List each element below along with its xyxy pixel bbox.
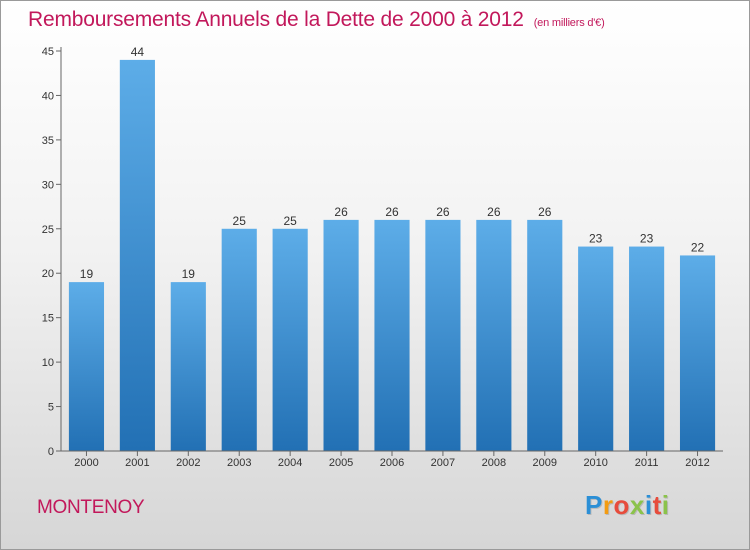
- data-label: 19: [182, 267, 196, 281]
- logo-letter: o: [613, 490, 630, 520]
- bar: [68, 282, 105, 451]
- y-tick-label: 0: [48, 446, 54, 458]
- bar: [527, 219, 563, 451]
- bar: [578, 246, 614, 451]
- y-tick-label: 30: [42, 179, 54, 191]
- bar: [170, 282, 206, 451]
- bar: [679, 255, 716, 451]
- y-tick-label: 35: [42, 135, 54, 147]
- data-label: 26: [385, 205, 399, 219]
- data-label: 26: [334, 205, 348, 219]
- chart-title: Remboursements Annuels de la Dette de 20…: [28, 8, 605, 32]
- x-tick-label: 2010: [583, 457, 607, 469]
- bar: [629, 246, 665, 451]
- x-tick-label: 2007: [431, 457, 455, 469]
- commune-name: MONTENOY: [37, 497, 145, 518]
- y-tick-label: 25: [42, 224, 54, 236]
- chart-subtitle: (en milliers d'€): [533, 17, 605, 29]
- bar: [221, 228, 257, 451]
- logo-letter: i: [661, 490, 670, 520]
- logo-letter: t: [652, 490, 662, 520]
- x-tick-label: 2011: [635, 457, 659, 469]
- y-tick-label: 15: [42, 313, 54, 325]
- bar: [476, 219, 512, 451]
- x-tick-label: 2009: [533, 457, 557, 469]
- y-tick-label: 5: [48, 402, 54, 414]
- y-tick-label: 40: [42, 90, 54, 102]
- data-label: 22: [691, 240, 705, 254]
- bar: [374, 219, 410, 451]
- x-tick-label: 2006: [380, 457, 404, 469]
- x-tick-label: 2005: [329, 457, 353, 469]
- x-tick-label: 2008: [482, 457, 506, 469]
- logo-letter: P: [585, 490, 603, 520]
- x-tick-label: 2004: [278, 457, 302, 469]
- axes-layer: 0 5 10 15 20 25 30 35 40 45 2000 2001 2002 2003 2004 20…: [42, 46, 723, 469]
- data-label: 44: [131, 45, 145, 59]
- data-label: 25: [283, 214, 297, 228]
- bars-layer: 19 44 19 25 25 26 26 26 26 26 23 23 22: [68, 45, 716, 452]
- x-tick-label: 2003: [227, 457, 251, 469]
- bar: [272, 228, 308, 451]
- data-label: 23: [589, 232, 603, 246]
- data-label: 25: [233, 214, 247, 228]
- data-label: 26: [538, 205, 552, 219]
- y-tick-label: 20: [42, 268, 54, 280]
- data-label: 26: [436, 205, 450, 219]
- x-tick-label: 2012: [685, 457, 709, 469]
- y-tick-label: 10: [42, 357, 54, 369]
- logo-letter: r: [602, 490, 614, 520]
- data-label: 26: [487, 205, 501, 219]
- y-tick-label: 45: [42, 46, 54, 58]
- bar: [119, 59, 155, 452]
- data-label: 23: [640, 232, 654, 246]
- x-tick-label: 2000: [74, 457, 98, 469]
- x-tick-label: 2001: [125, 457, 149, 469]
- proxiti-logo: Proxiti: [585, 490, 669, 521]
- data-label: 19: [80, 267, 94, 281]
- logo-letter: x: [629, 490, 645, 520]
- chart-title-text: Remboursements Annuels de la Dette de 20…: [28, 8, 524, 31]
- x-tick-label: 2002: [176, 457, 200, 469]
- logo-letter: i: [644, 490, 653, 520]
- bar: [323, 219, 359, 451]
- bar: [425, 219, 461, 451]
